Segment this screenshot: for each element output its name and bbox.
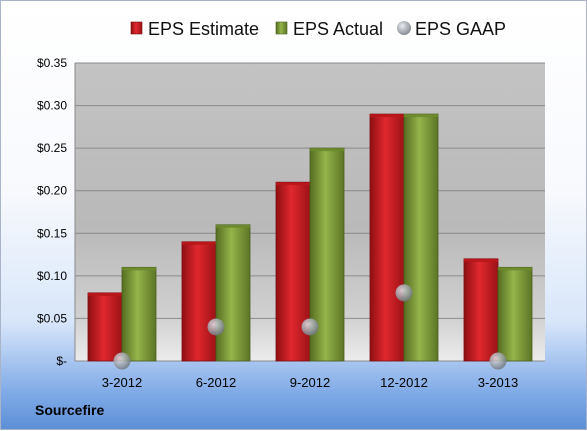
y-tick-label: $0.20 (37, 184, 67, 198)
x-tick-label: 12-2012 (380, 375, 428, 390)
legend: EPS Estimate EPS Actual EPS GAAP (130, 19, 506, 39)
bar-eps-actual (215, 224, 251, 362)
y-tick-label: $- (56, 354, 67, 368)
gaap-marker (113, 352, 131, 370)
gaap-marker (395, 284, 413, 302)
bar-cap (498, 267, 532, 271)
gaap-marker (301, 318, 319, 336)
y-tick-label: $0.10 (37, 269, 67, 283)
bar-eps-estimate (369, 113, 405, 362)
bar-eps-actual (497, 266, 533, 362)
bar-eps-estimate (463, 258, 499, 362)
x-tick-label: 6-2012 (196, 375, 236, 390)
y-axis-tick-labels: $- $0.05 $0.10 $0.15 $0.20 $0.25 $0.30 $0.35 (37, 56, 67, 368)
gaap-markers (113, 284, 507, 370)
bar-cap (404, 114, 438, 118)
legend-label: EPS GAAP (415, 19, 506, 39)
bar-eps-actual (403, 113, 439, 362)
x-tick-label: 3-2013 (478, 375, 518, 390)
gaap-marker (207, 318, 225, 336)
bar-cap (216, 224, 250, 228)
legend-swatch-eps-gaap (397, 21, 411, 35)
source-label: Sourcefire (35, 402, 105, 418)
gaap-marker (489, 352, 507, 370)
bar-eps-estimate (275, 181, 311, 362)
bar-cap (370, 114, 404, 118)
bar-cap (182, 241, 216, 245)
bar-cap (464, 258, 498, 262)
y-tick-label: $0.30 (37, 99, 67, 113)
y-tick-label: $0.25 (37, 141, 67, 155)
x-tick-label: 3-2012 (102, 375, 142, 390)
bars (87, 113, 533, 362)
bar-cap (122, 267, 156, 271)
bar-cap (88, 292, 122, 296)
x-tick-label: 9-2012 (290, 375, 330, 390)
bar-cap (310, 148, 344, 152)
y-tick-label: $0.35 (37, 56, 67, 70)
legend-label: EPS Actual (293, 19, 383, 39)
legend-label: EPS Estimate (148, 19, 259, 39)
bar-cap (276, 182, 310, 186)
bar-eps-estimate (87, 292, 123, 362)
x-axis-tick-labels: 3-2012 6-2012 9-2012 12-2012 3-2013 (102, 375, 518, 390)
y-tick-label: $0.15 (37, 226, 67, 240)
legend-swatch-eps-estimate (130, 21, 143, 35)
bar-eps-estimate (181, 241, 217, 362)
bar-eps-actual (121, 266, 157, 362)
legend-swatch-eps-actual (275, 21, 288, 35)
y-tick-label: $0.05 (37, 311, 67, 325)
